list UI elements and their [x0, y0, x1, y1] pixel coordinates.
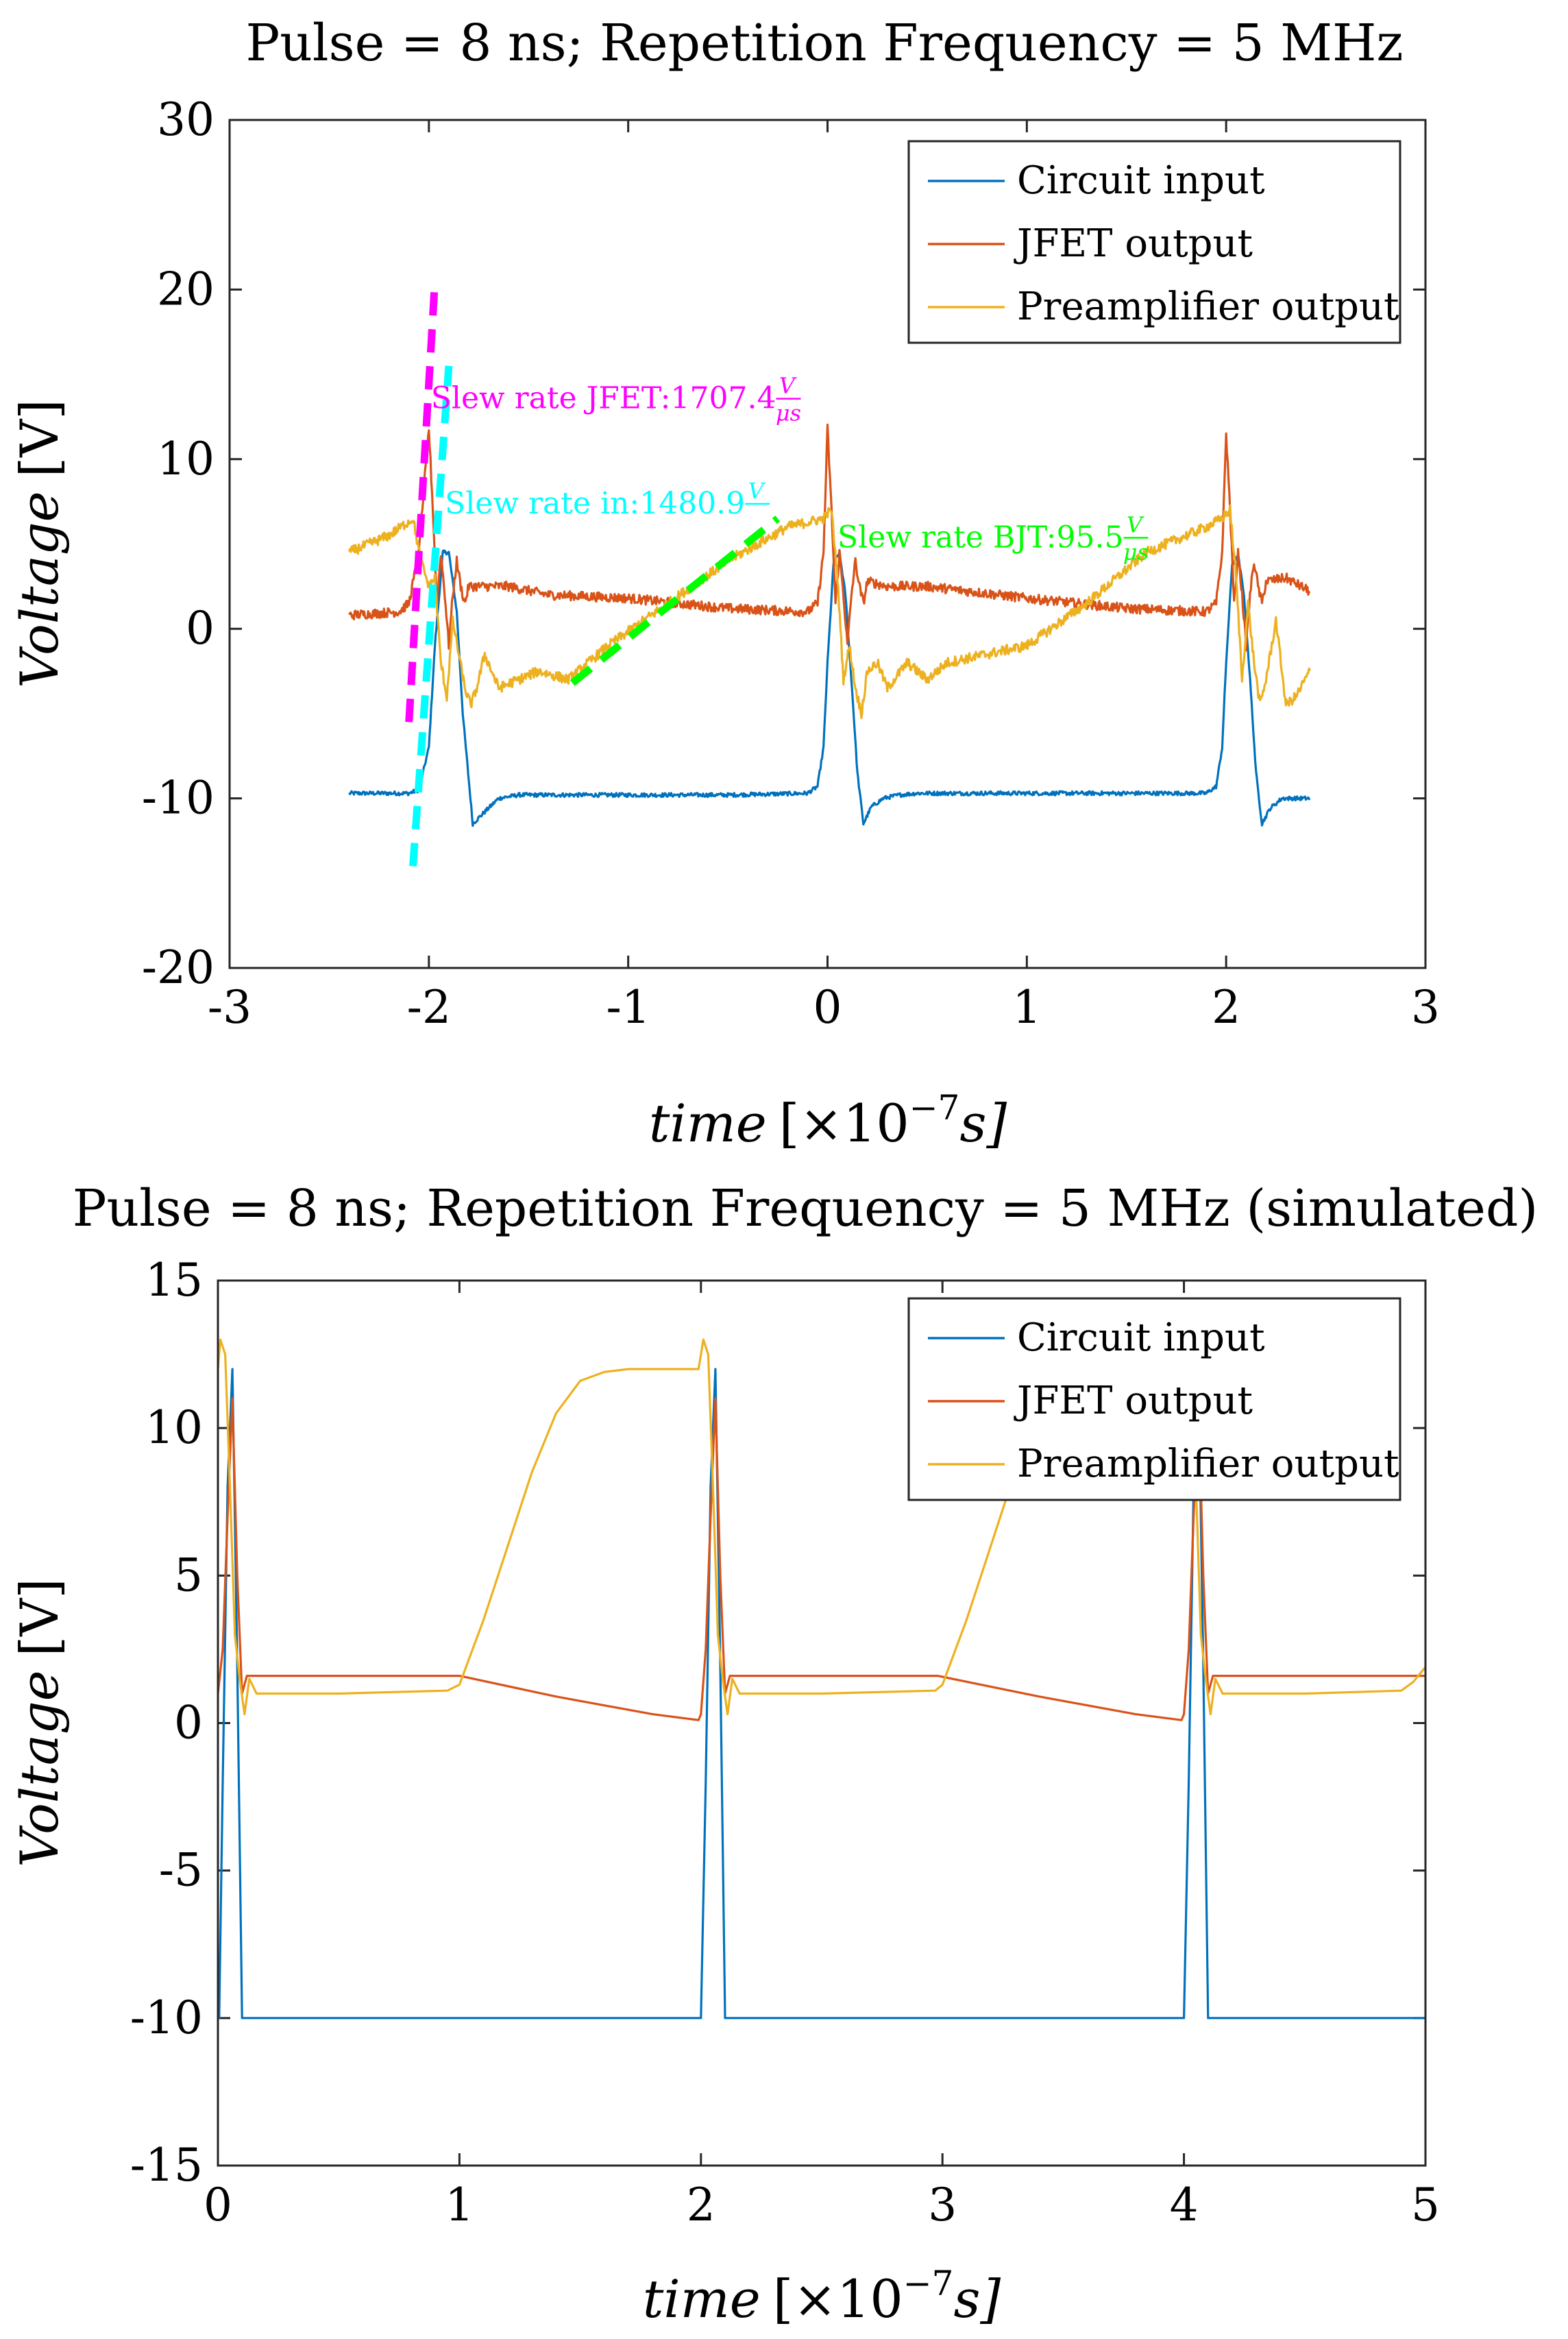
y-tick-label: 10 [157, 433, 215, 485]
slew-rate-lines [405, 280, 781, 866]
x-tick-label: 2 [687, 2179, 715, 2231]
x-tick-label: 4 [1170, 2179, 1199, 2231]
x-tick-label: 3 [928, 2179, 957, 2231]
y-tick-label: 5 [174, 1549, 203, 1601]
x-axis-label-exp: −7 [909, 1088, 960, 1128]
x-axis-label-exp: −7 [903, 2264, 954, 2303]
legend: Circuit input JFET output Preamplifier out… [907, 1297, 1401, 1501]
chart-simulated: Pulse = 8 ns; Repetition Frequency = 5 M… [9, 1179, 1538, 2329]
x-tick-label: 2 [1212, 981, 1240, 1034]
y-tick-label: 10 [145, 1401, 203, 1454]
legend-entry: Preamplifier output [1017, 284, 1399, 329]
chart-measured: Pulse = 8 ns; Repetition Frequency = 5 M… [9, 14, 1440, 1154]
slew-rate-label: Slew rate in:1480.9 [445, 486, 745, 521]
y-axis-label-unit: [V] [9, 1578, 70, 1656]
x-axis-label: time [×10−7s] [649, 1088, 1007, 1154]
x-axis-label-main: time [649, 1093, 767, 1154]
slew-rate-unit-numerator: V [1127, 511, 1144, 537]
x-axis-label-unit: [×10 [773, 2268, 903, 2329]
slew-rate-line [569, 516, 781, 686]
x-tick-label: 0 [204, 2179, 232, 2231]
slew-rate-label: Slew rate BJT:95.5 [837, 520, 1123, 555]
legend-entry: Circuit input [1017, 158, 1265, 203]
y-tick-label: 0 [186, 602, 215, 655]
y-axis-label-unit: [V] [9, 399, 70, 477]
legend-entry: JFET output [1014, 221, 1253, 266]
x-axis-label-main: time [643, 2268, 761, 2329]
chart-title: Pulse = 8 ns; Repetition Frequency = 5 M… [245, 14, 1403, 73]
legend-box [907, 140, 1401, 344]
x-axis-label-unit-end: s] [954, 2268, 1001, 2329]
x-tick-label: -3 [208, 981, 252, 1034]
x-axis-label-unit: [×10 [779, 1093, 909, 1154]
y-axis-label-main: Voltage [9, 1670, 70, 1867]
series-line-preamplifier-output [347, 504, 1311, 720]
x-tick-label: -2 [407, 981, 451, 1034]
plot-series [347, 423, 1311, 827]
x-tick-label: -1 [607, 981, 650, 1034]
y-tick-label: 20 [157, 263, 215, 315]
x-tick-label: 5 [1411, 2179, 1440, 2231]
legend: Circuit input JFET output Preamplifier out… [907, 140, 1401, 344]
x-axis-label-unit-end: s] [960, 1093, 1007, 1154]
y-tick-label: -5 [159, 1844, 203, 1897]
legend-entry: Circuit input [1017, 1316, 1265, 1360]
y-tick-label: -10 [130, 1991, 203, 2044]
series-line-jfet-output [348, 423, 1311, 652]
y-tick-label: 0 [174, 1697, 203, 1749]
y-axis-label-main: Voltage [9, 491, 70, 688]
y-axis-label: Voltage [V] [9, 1578, 70, 1867]
axes-box [228, 119, 1427, 969]
x-tick-label: 3 [1411, 981, 1440, 1034]
x-tick-label: 1 [1012, 981, 1041, 1034]
x-tick-label: 0 [813, 981, 842, 1034]
legend-entry: Preamplifier output [1017, 1442, 1399, 1486]
axes-box [217, 1279, 1427, 2167]
y-tick-label: -20 [142, 941, 215, 994]
slew-rate-line [409, 365, 453, 866]
tick-labels: 0 1 2 3 4 5 -15 -10 -5 0 5 10 15 [130, 1254, 1440, 2231]
legend-box [907, 1297, 1401, 1501]
slew-rate-label: Slew rate JFET:1707.4 [431, 381, 776, 416]
slew-rate-unit-denominator: μs [1123, 539, 1149, 565]
slew-rate-line [405, 280, 439, 723]
legend-entry: JFET output [1014, 1379, 1253, 1423]
slew-rate-unit-numerator: V [748, 478, 766, 504]
slew-rate-unit-numerator: V [779, 373, 797, 399]
series-line-preamplifier-output [218, 1338, 1425, 1716]
y-axis-label: Voltage [V] [9, 399, 70, 688]
y-tick-label: -15 [130, 2139, 203, 2192]
series-line-circuit-input [348, 549, 1311, 827]
x-axis-label: time [×10−7s] [643, 2264, 1001, 2329]
y-tick-label: 15 [145, 1254, 203, 1307]
chart-title: Pulse = 8 ns; Repetition Frequency = 5 M… [73, 1179, 1538, 1238]
x-tick-label: 1 [445, 2179, 474, 2231]
slew-rate-unit-denominator: μs [776, 400, 801, 426]
y-tick-label: -10 [142, 772, 215, 825]
y-tick-label: 30 [157, 93, 215, 146]
